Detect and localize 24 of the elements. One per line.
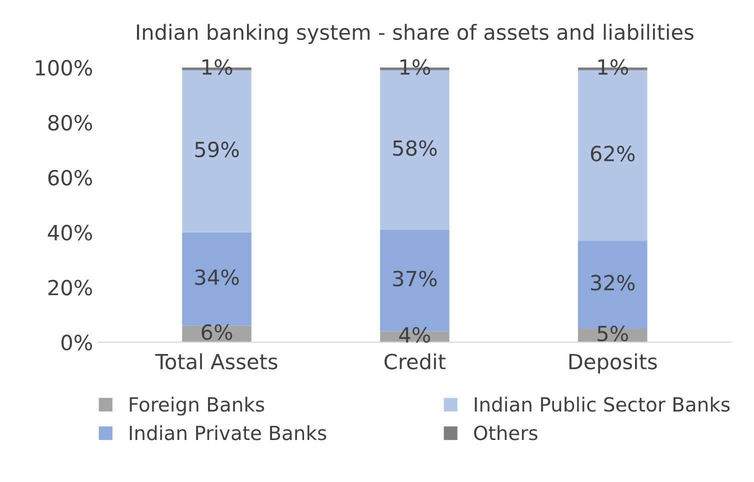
y-tick-label: 20%	[48, 280, 92, 296]
x-tick-label: Credit	[384, 353, 446, 370]
y-tick-label: 80%	[48, 114, 92, 131]
data-label: 58%	[393, 140, 437, 156]
y-tick-label: 100%	[36, 60, 92, 76]
bar	[182, 232, 252, 326]
chart-title: Indian banking system - share of assets and liabilities	[136, 24, 694, 44]
data-label: 34%	[195, 269, 239, 286]
legend-label: Indian Private Banks	[130, 425, 326, 440]
data-label: 4%	[399, 327, 430, 343]
x-tick-label: Total Assets	[155, 353, 278, 370]
y-tick-label: 60%	[48, 170, 92, 186]
y-tick-label: 40%	[48, 224, 92, 241]
data-label: 5%	[598, 326, 628, 342]
x-tick-label: Deposits	[569, 353, 657, 374]
data-label: 59%	[195, 142, 239, 158]
data-label: 32%	[591, 274, 635, 291]
legend-label: Indian Public Sector Banks	[474, 396, 730, 412]
legend-label: Foreign Banks	[130, 396, 264, 416]
data-label: 6%	[202, 324, 232, 340]
data-label: 62%	[590, 146, 635, 162]
y-tick-label: 0%	[61, 334, 92, 350]
data-label: 37%	[393, 270, 437, 286]
legend-label: Others	[474, 425, 538, 440]
